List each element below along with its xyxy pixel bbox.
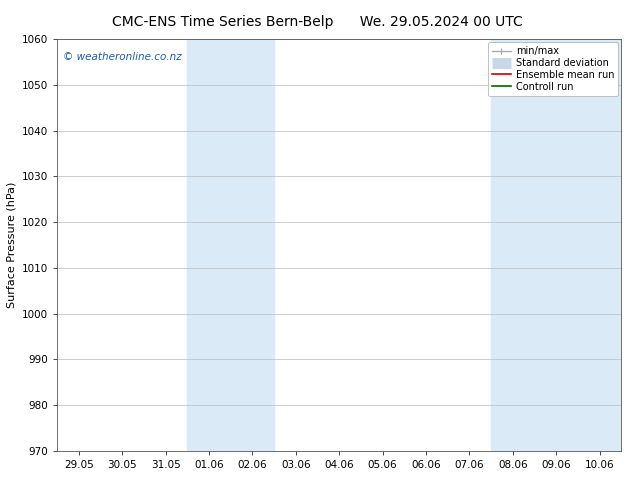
Bar [187,39,274,451]
Legend: min/max, Standard deviation, Ensemble mean run, Controll run: min/max, Standard deviation, Ensemble me… [488,42,618,96]
Bar [491,39,621,451]
Text: © weatheronline.co.nz: © weatheronline.co.nz [63,51,181,62]
Text: CMC-ENS Time Series Bern-Belp      We. 29.05.2024 00 UTC: CMC-ENS Time Series Bern-Belp We. 29.05.… [112,15,522,29]
Y-axis label: Surface Pressure (hPa): Surface Pressure (hPa) [6,182,16,308]
